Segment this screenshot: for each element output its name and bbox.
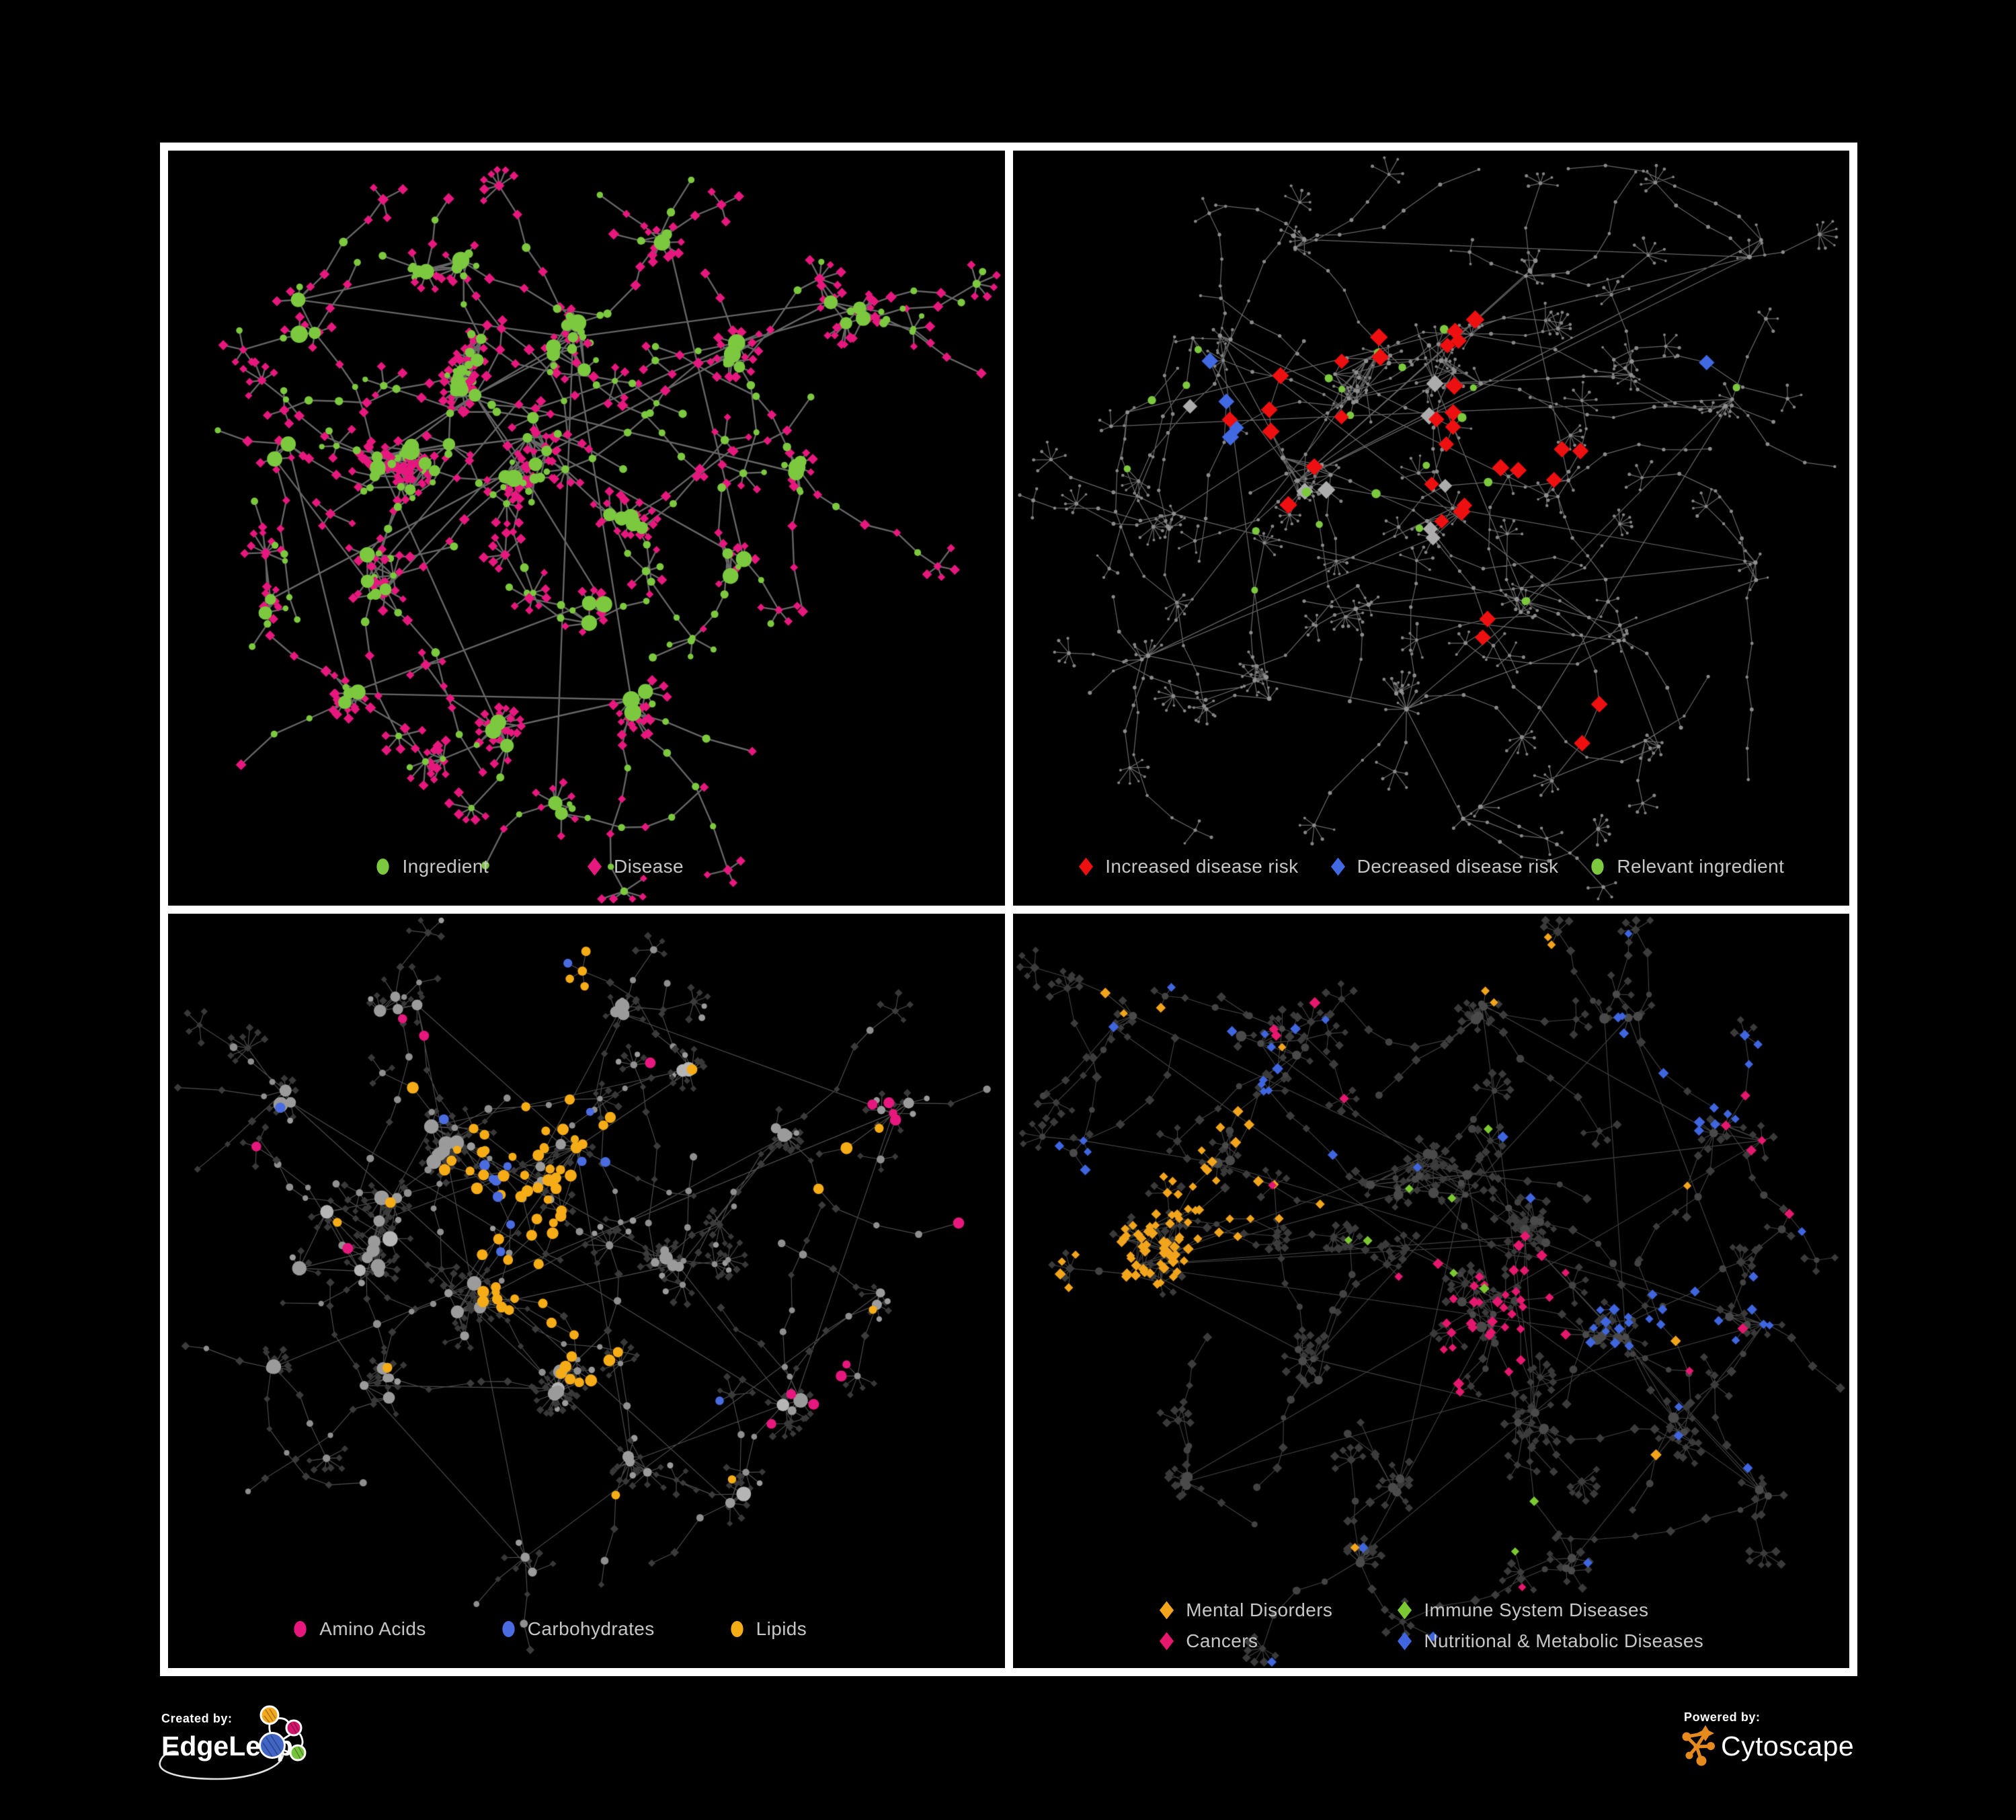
circle-marker-icon: [294, 1620, 307, 1638]
network-disease-risk: [1012, 151, 1849, 906]
diamond-marker-icon: [1160, 1601, 1174, 1620]
circle-marker-icon: [1591, 858, 1605, 875]
diamond-marker-icon: [1160, 1632, 1174, 1651]
powered-by-label: Powered by:: [1684, 1710, 1761, 1724]
legend-item-mental-disorders: Mental Disorders: [1158, 1599, 1332, 1621]
legend-label: Amino Acids: [319, 1618, 426, 1639]
panel-grid-frame: Ingredient Disease Increased disease risk…: [160, 143, 1857, 1676]
legend-item-relevant-ingredient: Relevant ingredient: [1589, 856, 1784, 877]
edgeleap-network-icon: [259, 1705, 307, 1762]
panel-disease-categories: Mental Disorders Immune System Diseases Ca…: [1012, 913, 1850, 1668]
legend-ingredient-disease: Ingredient Disease: [168, 856, 948, 877]
legend-label: Immune System Diseases: [1424, 1599, 1649, 1620]
legend-label: Relevant ingredient: [1617, 855, 1785, 877]
legend-item-nutritional-metabolic-diseases: Nutritional & Metabolic Diseases: [1396, 1630, 1703, 1652]
legend-label: Nutritional & Metabolic Diseases: [1424, 1630, 1704, 1651]
legend-label: Ingredient: [402, 855, 489, 877]
created-by-label: Created by:: [161, 1712, 233, 1725]
network-ingredient-disease: [168, 151, 1005, 906]
diamond-marker-icon: [587, 857, 602, 875]
panel-disease-risk: Increased disease risk Decreased disease …: [1012, 151, 1850, 906]
legend-label: Disease: [614, 855, 684, 877]
panel-compound-classes: Amino Acids Carbohydrates Lipids: [168, 913, 1005, 1668]
legend-label: Lipids: [756, 1618, 807, 1639]
legend-disease-categories: Mental Disorders Immune System Diseases Ca…: [1013, 1599, 1850, 1652]
legend-disease-risk: Increased disease risk Decreased disease …: [1013, 856, 1850, 877]
legend-label: Decreased disease risk: [1357, 855, 1559, 877]
legend-item-decreased-disease-risk: Decreased disease risk: [1330, 856, 1559, 877]
network-compound-classes: [168, 913, 1005, 1668]
diamond-marker-icon: [1330, 857, 1345, 875]
panel-ingredient-disease: Ingredient Disease: [168, 151, 1005, 906]
legend-item-lipids: Lipids: [729, 1618, 807, 1640]
circle-marker-icon: [730, 1620, 743, 1638]
edgeleap-swoosh-icon: [159, 1745, 284, 1780]
circle-marker-icon: [376, 858, 390, 875]
legend-label: Mental Disorders: [1186, 1599, 1333, 1620]
cytoscape-icon: [1682, 1725, 1715, 1766]
diamond-marker-icon: [1398, 1601, 1412, 1620]
legend-item-carbohydrates: Carbohydrates: [500, 1618, 655, 1640]
legend-label: Cancers: [1186, 1630, 1258, 1651]
diamond-marker-icon: [1398, 1632, 1412, 1651]
legend-item-disease: Disease: [586, 856, 684, 877]
legend-item-cancers: Cancers: [1158, 1630, 1332, 1652]
legend-item-immune-system-diseases: Immune System Diseases: [1396, 1599, 1703, 1621]
legend-item-ingredient: Ingredient: [374, 856, 489, 877]
circle-marker-icon: [502, 1620, 515, 1638]
legend-item-increased-disease-risk: Increased disease risk: [1078, 856, 1298, 877]
cytoscape-logo: Cytoscape: [1678, 1725, 1854, 1767]
cytoscape-wordmark: Cytoscape: [1721, 1730, 1855, 1762]
legend-compound-classes: Amino Acids Carbohydrates Lipids: [168, 1618, 968, 1640]
edgeleap-logo: EdgeLeap: [159, 1702, 483, 1790]
network-disease-categories: [1012, 913, 1849, 1668]
diamond-marker-icon: [1079, 857, 1094, 875]
legend-item-amino-acids: Amino Acids: [292, 1618, 426, 1640]
legend-label: Carbohydrates: [527, 1618, 655, 1639]
legend-label: Increased disease risk: [1105, 855, 1299, 877]
